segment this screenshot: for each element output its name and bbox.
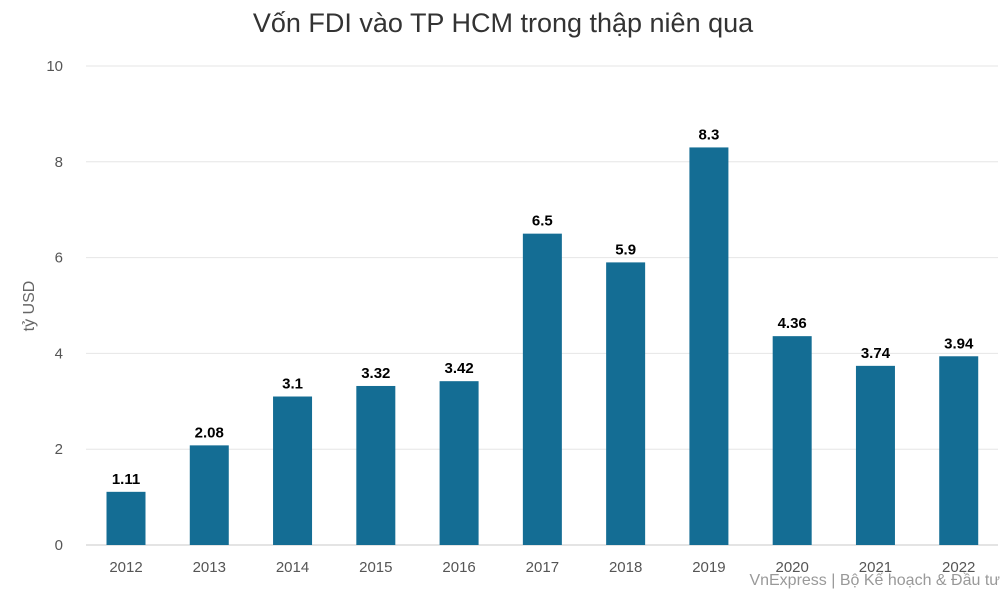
y-axis-label: tỷ USD [21, 281, 38, 332]
y-axis-ticks: 0 2 4 6 8 10 [46, 58, 63, 554]
y-tick-label: 10 [46, 58, 63, 75]
x-tick-label-2015: 2015 [359, 559, 392, 576]
x-tick-label-2019: 2019 [692, 559, 725, 576]
value-label-2013: 2.08 [195, 424, 224, 441]
source-note: VnExpress | Bộ Kế hoạch & Đầu tư [749, 572, 1000, 589]
x-tick-label-2018: 2018 [609, 559, 642, 576]
x-tick-label-2017: 2017 [526, 559, 559, 576]
x-axis-ticks: 2012 2013 2014 2015 2016 2017 2018 2019 2020 2021… [109, 559, 975, 576]
bar-2022 [939, 356, 979, 545]
bar-2018 [606, 262, 646, 545]
bar-2013 [189, 445, 229, 545]
bars [106, 147, 979, 545]
bar-2014 [273, 396, 313, 545]
bar-2019 [689, 147, 729, 545]
y-tick-label: 6 [55, 250, 63, 267]
bar-2021 [855, 365, 895, 545]
value-label-2019: 8.3 [698, 126, 719, 143]
bar-2015 [356, 385, 396, 545]
y-tick-label: 4 [55, 345, 63, 362]
value-label-2012: 1.11 [112, 471, 140, 488]
x-tick-label-2016: 2016 [442, 559, 475, 576]
value-labels: 1.11 2.08 3.1 3.32 3.42 6.5 5.9 8.3 4.36 3.74 3.94 [112, 126, 974, 487]
value-label-2016: 3.42 [444, 360, 473, 377]
chart-title: Vốn FDI vào TP HCM trong thập niên qua [252, 8, 754, 38]
y-tick-label: 8 [55, 154, 63, 171]
x-tick-label-2021: 2021 [859, 559, 892, 576]
bar-2020 [772, 336, 812, 545]
y-tick-label: 2 [55, 441, 63, 458]
value-label-2018: 5.9 [615, 241, 636, 258]
x-tick-label-2022: 2022 [942, 559, 975, 576]
x-tick-label-2013: 2013 [193, 559, 226, 576]
y-tick-label: 0 [55, 537, 63, 554]
value-label-2020: 4.36 [778, 315, 807, 332]
x-tick-label-2020: 2020 [775, 559, 808, 576]
value-label-2014: 3.1 [282, 376, 303, 393]
bar-2012 [106, 491, 146, 545]
x-tick-label-2014: 2014 [276, 559, 309, 576]
value-label-2017: 6.5 [532, 213, 553, 230]
bar-2016 [439, 381, 479, 545]
x-tick-label-2012: 2012 [109, 559, 142, 576]
value-label-2015: 3.32 [361, 365, 390, 382]
value-label-2021: 3.74 [861, 345, 891, 362]
bar-2017 [522, 233, 562, 545]
value-label-2022: 3.94 [944, 335, 974, 352]
